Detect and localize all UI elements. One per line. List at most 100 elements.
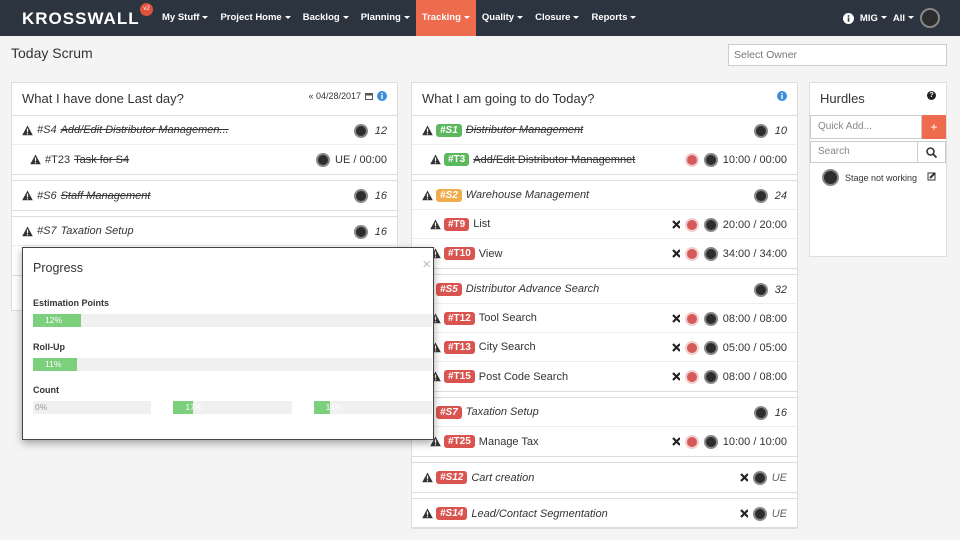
owner-select[interactable]: Select Owner	[728, 44, 947, 66]
avatar	[752, 506, 767, 521]
row-right: 05:00 / 05:00	[671, 333, 787, 362]
menu-item[interactable]: My Stuff	[156, 0, 214, 36]
menu-label: Closure	[535, 12, 571, 23]
avatar-color	[684, 152, 699, 167]
story-points: UE	[771, 507, 787, 520]
task-name: List	[473, 218, 491, 230]
story-row[interactable]: #S4 Add/Edit Distributor Managemen... 12	[12, 116, 397, 145]
warning-icon	[422, 508, 433, 519]
panel-header: What I have done Last day? « 04/28/2017	[12, 83, 397, 115]
task-row[interactable]: #T10 View 34:00 / 34:00	[412, 239, 797, 268]
hurdle-row[interactable]: Stage not working	[810, 163, 946, 192]
avatar-color	[684, 311, 699, 326]
search-input[interactable]: Search	[810, 141, 918, 163]
story-row[interactable]: #S7 Taxation Setup 16	[12, 217, 397, 246]
row-right: UE	[739, 463, 787, 492]
info-icon[interactable]	[777, 91, 787, 101]
scope-menu[interactable]: All	[893, 13, 914, 24]
story-group: #S6 Staff Management 16	[12, 180, 397, 211]
menu-label: Quality	[481, 12, 515, 23]
row-right: 24	[754, 181, 787, 210]
story-row[interactable]: #S14 Lead/Contact Segmentation UE	[412, 499, 797, 528]
remove-icon[interactable]	[739, 472, 748, 483]
story-row[interactable]: #S5 Distributor Advance Search 32	[412, 275, 797, 304]
warning-icon	[422, 472, 433, 483]
story-row[interactable]: #S1 Distributor Management 10	[412, 116, 797, 145]
story-points: 16	[774, 406, 787, 419]
story-row[interactable]: #S7 Taxation Setup 16	[412, 398, 797, 427]
row-right: 10	[754, 116, 787, 145]
row-right: 08:00 / 08:00	[671, 304, 787, 333]
story-name: Taxation Setup	[465, 406, 539, 418]
bar-value: 17%	[185, 402, 203, 412]
story-points: 24	[774, 189, 787, 202]
panel-title: What I am going to do Today?	[422, 91, 595, 106]
bar-value: 14%	[325, 402, 343, 412]
avatar	[703, 434, 718, 449]
task-row[interactable]: #T15 Post Code Search 08:00 / 08:00	[412, 362, 797, 391]
today-panel: What I am going to do Today? #S1 Distribu…	[411, 82, 798, 529]
avatar	[354, 224, 368, 239]
avatar	[703, 311, 718, 326]
story-name: Taxation Setup	[60, 225, 134, 237]
row-right: 16	[354, 217, 387, 246]
info-icon[interactable]	[377, 91, 387, 101]
task-row[interactable]: #T25 Manage Tax 10:00 / 10:00	[412, 427, 797, 456]
menu-item[interactable]: Planning	[355, 0, 416, 36]
logo[interactable]: KROSSWALL	[22, 9, 140, 28]
story-group: #S7 Taxation Setup 16 #T25 Manage Tax 10:00 /…	[412, 397, 797, 457]
menu-item[interactable]: Quality	[476, 0, 529, 36]
user-menu[interactable]: MIG	[860, 13, 887, 24]
menu-label: Backlog	[302, 12, 340, 23]
menu-item[interactable]: Reports	[585, 0, 642, 36]
menu-item[interactable]: Backlog	[297, 0, 355, 36]
remove-icon[interactable]	[671, 371, 680, 382]
menu-item[interactable]: Tracking	[415, 0, 476, 36]
help-icon[interactable]: ?	[927, 91, 936, 100]
story-group: #S1 Distributor Management 10 #T3 Add/Edit D…	[412, 115, 797, 175]
search-button[interactable]	[918, 141, 946, 163]
story-group: #S12 Cart creation UE	[412, 462, 797, 493]
avatar-color	[684, 340, 699, 355]
modal-title: Progress	[33, 261, 84, 275]
task-row[interactable]: #T13 City Search 05:00 / 05:00	[412, 333, 797, 362]
remove-icon[interactable]	[671, 436, 680, 447]
task-id: #T3	[444, 153, 470, 166]
menu-item[interactable]: Closure	[529, 0, 585, 36]
version-badge: v2	[140, 3, 153, 16]
warning-icon	[430, 219, 441, 229]
date-nav[interactable]: « 04/28/2017	[308, 91, 387, 101]
task-row[interactable]: #T9 List 20:00 / 20:00	[412, 210, 797, 239]
close-button[interactable]: ×	[422, 256, 431, 273]
user-avatar[interactable]	[920, 8, 940, 28]
menu-label: Reports	[591, 12, 628, 23]
story-row[interactable]: #S12 Cart creation UE	[412, 463, 797, 492]
warning-icon	[22, 226, 33, 236]
story-points: 10	[774, 124, 787, 137]
remove-icon[interactable]	[671, 313, 680, 324]
task-time: 20:00 / 20:00	[722, 218, 787, 231]
avatar	[822, 169, 839, 186]
menu-item[interactable]: Project Home	[214, 0, 296, 36]
story-name: Distributor Management	[465, 124, 584, 136]
remove-icon[interactable]	[671, 342, 680, 353]
story-row[interactable]: #S6 Staff Management 16	[12, 181, 397, 210]
add-button[interactable]: +	[922, 115, 946, 139]
story-points: 32	[774, 283, 787, 296]
story-id: #S1	[436, 123, 462, 137]
task-row[interactable]: #T12 Tool Search 08:00 / 08:00	[412, 304, 797, 333]
story-row[interactable]: #S2 Warehouse Management 24	[412, 181, 797, 210]
task-id: #T9	[444, 217, 470, 231]
task-row[interactable]: #T23 Task for S4 UE / 00:00	[12, 145, 397, 174]
row-right: UE / 00:00	[316, 145, 387, 174]
story-points: 16	[374, 225, 387, 238]
remove-icon[interactable]	[739, 508, 748, 519]
info-icon[interactable]	[842, 12, 854, 24]
quick-add-input[interactable]: Quick Add...	[810, 115, 922, 139]
story-name: Cart creation	[471, 471, 535, 484]
search-row: Search	[810, 141, 946, 163]
bar-label: Estimation Points	[33, 298, 110, 308]
remove-icon[interactable]	[671, 219, 680, 230]
remove-icon[interactable]	[671, 248, 680, 259]
task-row[interactable]: #T3 Add/Edit Distributor Managemnet 10:00 …	[412, 145, 797, 174]
